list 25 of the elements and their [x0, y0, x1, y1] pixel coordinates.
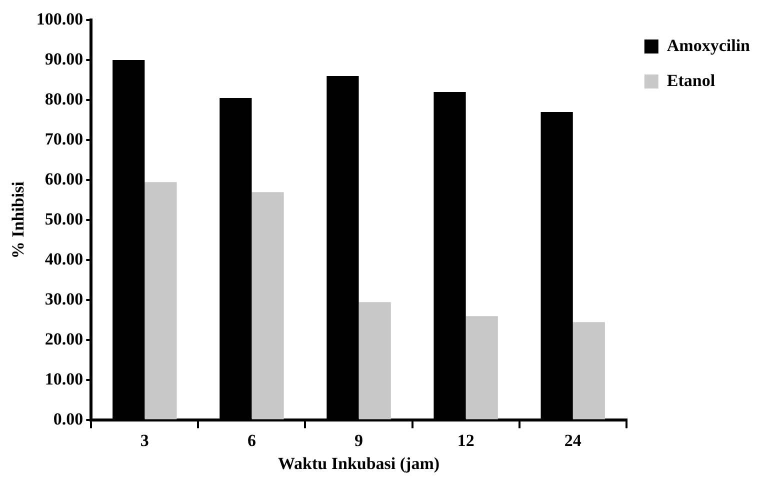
- y-axis-title: % Inhibisi: [8, 181, 28, 259]
- y-tick-label: 90.00: [44, 49, 84, 68]
- legend-label: Amoxycilin: [666, 36, 751, 55]
- y-tick-label: 40.00: [44, 250, 84, 269]
- bar: [466, 316, 498, 420]
- x-axis-title: Waktu Inkubasi (jam): [278, 454, 440, 474]
- y-tick-label: 60.00: [44, 169, 84, 188]
- y-tick-label: 50.00: [44, 209, 84, 228]
- x-tick-label: 3: [140, 430, 149, 450]
- bar: [144, 182, 177, 420]
- x-tick-label: 9: [354, 430, 364, 450]
- bar: [572, 322, 605, 420]
- y-tick-label: 80.00: [44, 89, 84, 108]
- y-tick-label: 70.00: [44, 129, 84, 148]
- legend-label: Etanol: [666, 70, 716, 90]
- y-tick-label: 20.00: [44, 330, 84, 349]
- bar: [358, 302, 391, 420]
- y-tick-label: 100.00: [36, 9, 84, 28]
- y-tick-label: 30.00: [44, 290, 84, 309]
- x-tick-label: 6: [247, 430, 256, 450]
- x-tick-label: 12: [457, 430, 474, 450]
- bar: [252, 192, 284, 420]
- x-tick-label: 24: [564, 430, 582, 450]
- y-tick-label: 0.00: [53, 410, 84, 429]
- y-tick-label: 10.00: [44, 370, 84, 389]
